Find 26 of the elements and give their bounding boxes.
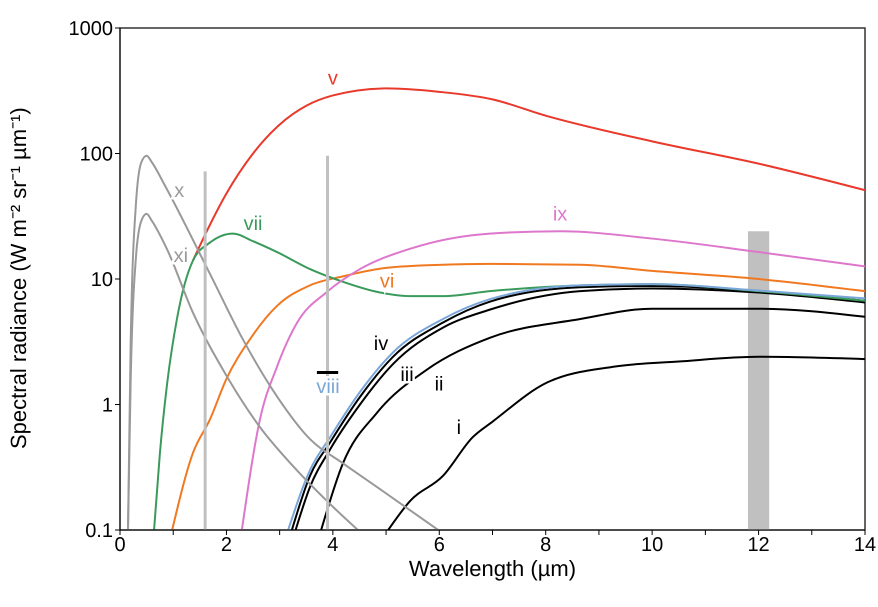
y-tick-label: 1000 [68,18,113,40]
series-label: iii [400,364,414,386]
series-label: ix [552,203,568,226]
series-label: v [328,67,338,90]
series-label: ii [434,374,444,396]
y-tick-label: 100 [80,144,113,166]
x-axis-title: Wavelength (µm) [408,556,576,581]
series-label: iv [374,332,388,355]
series-label: xi [174,244,188,267]
x-tick-label: 0 [114,534,126,556]
series-label: vi [380,270,394,293]
x-tick-label: 10 [641,534,664,556]
series-label: viii [316,376,340,398]
series-label: x [174,180,184,202]
x-tick-label: 14 [854,534,876,556]
series-label: i [456,417,462,440]
x-tick-label: 2 [220,534,232,556]
y-axis-title: Spectral radiance (W m⁻² sr⁻¹ µm⁻¹) [6,107,31,449]
y-tick-label: 1 [102,394,113,417]
y-tick-label: 0.1 [85,520,113,542]
y-tick-label: 10 [90,269,113,292]
x-tick-label: 6 [434,534,445,556]
x-tick-label: 4 [327,534,338,556]
x-tick-label: 12 [747,534,770,556]
x-tick-label: 8 [540,534,552,556]
series-label: vii [244,213,262,236]
